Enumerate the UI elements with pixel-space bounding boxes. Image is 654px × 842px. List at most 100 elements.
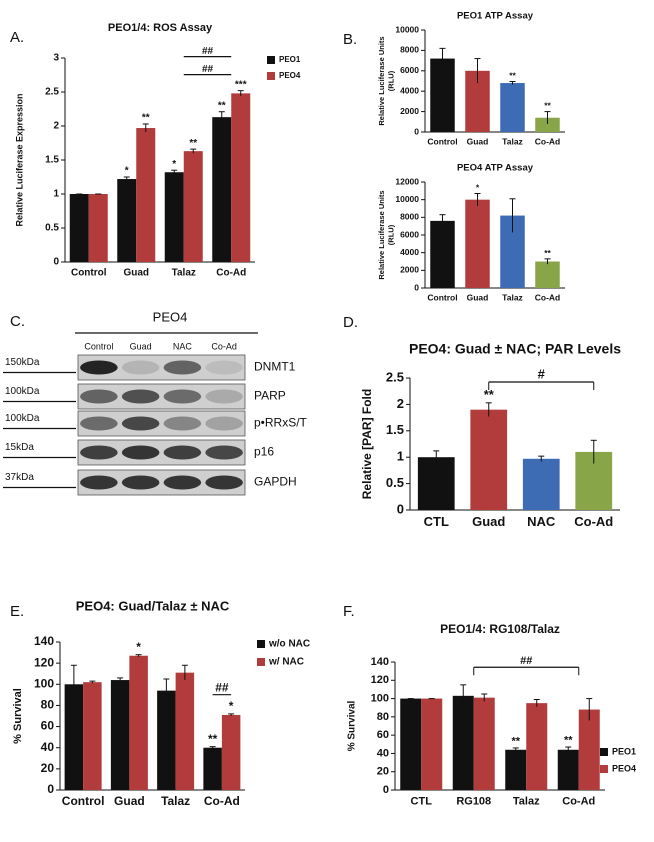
lane-label: NAC [173, 341, 193, 351]
blot-band [121, 416, 160, 431]
y-tick-label: 0.5 [386, 475, 404, 490]
chart-title: PEO4: Guad/Talaz ± NAC [76, 598, 230, 613]
bar [526, 703, 548, 790]
lane-label: Co-Ad [211, 341, 237, 351]
blot-band [80, 416, 118, 431]
blot-band [205, 475, 243, 490]
x-tick-label: Co-Ad [535, 137, 561, 147]
x-tick-label: Control [62, 794, 105, 808]
blot-band [121, 389, 160, 404]
x-tick-label: Guad [467, 293, 489, 303]
x-tick-label: Talaz [161, 794, 190, 808]
bar [500, 83, 525, 132]
y-tick-label: 0 [397, 501, 404, 516]
x-tick-label: Control [427, 293, 457, 303]
bar [231, 93, 251, 262]
x-tick-label: Co-Ad [535, 293, 561, 303]
bar [88, 194, 108, 262]
y-tick-label: 0 [414, 126, 419, 136]
significance: ** [142, 113, 150, 124]
significance: *** [235, 79, 247, 90]
y-tick-label: 0.5 [45, 223, 59, 234]
bar [136, 128, 156, 262]
bar [83, 682, 102, 790]
bracket-label: ## [202, 46, 214, 57]
y-tick-label: 4000 [400, 85, 419, 95]
y-axis-label: (RLU) [386, 70, 395, 91]
y-tick-label: 2000 [400, 265, 419, 275]
legend-label: w/ NAC [268, 657, 304, 668]
x-tick-label: CTL [411, 795, 433, 807]
bar [557, 749, 579, 790]
x-tick-label: NAC [527, 514, 556, 529]
x-tick-label: RG108 [456, 795, 491, 807]
bar [212, 117, 232, 262]
x-tick-label: Co-Ad [204, 794, 240, 808]
y-tick-label: 2 [397, 396, 404, 411]
y-axis-label: % Survival [12, 688, 24, 744]
chart-title: PEO1/4: ROS Assay [108, 22, 213, 34]
bar [430, 58, 455, 133]
bar [470, 409, 508, 510]
blot-header: PEO4 [153, 309, 188, 324]
blot-band [163, 416, 202, 431]
significance: * [136, 640, 141, 654]
panel-label: F. [343, 603, 355, 620]
panel-label: D. [343, 314, 358, 331]
legend-label: PEO4 [279, 71, 301, 80]
x-tick-label: CTL [424, 514, 449, 529]
x-tick-label: Control [71, 268, 107, 279]
blot-band [205, 360, 243, 375]
bar [452, 695, 474, 790]
y-tick-label: 6000 [400, 65, 419, 75]
blot-band [163, 445, 202, 460]
y-tick-label: 2.5 [386, 369, 404, 384]
y-axis-label: % Survival [347, 700, 358, 751]
y-tick-label: 60 [377, 729, 389, 741]
y-axis-label: Relative Luciferase Expression [14, 93, 24, 226]
legend-swatch [267, 56, 275, 64]
bracket-label: # [538, 366, 546, 381]
legend-swatch [267, 72, 275, 80]
blot-band [205, 445, 243, 460]
significance: ** [511, 735, 520, 747]
legend-label: PEO1 [279, 55, 301, 64]
blot-band [121, 445, 160, 460]
x-tick-label: Co-Ad [562, 795, 595, 807]
significance: * [172, 159, 176, 170]
y-axis-label: (RLU) [386, 224, 395, 245]
y-tick-label: 100 [34, 676, 54, 690]
significance: ** [564, 734, 573, 746]
y-tick-label: 120 [371, 674, 389, 686]
blot-band [121, 360, 160, 375]
y-tick-label: 140 [34, 634, 54, 648]
blot-band [121, 475, 160, 490]
y-tick-label: 60 [41, 719, 55, 733]
x-tick-label: Guad [472, 514, 505, 529]
row-label: p16 [254, 445, 274, 459]
chart-title: PEO4 ATP Assay [457, 163, 534, 174]
significance: * [125, 166, 129, 177]
bar [117, 179, 137, 262]
significance: * [229, 699, 234, 713]
row-label: PARP [254, 389, 286, 403]
chart-title: PEO1/4: RG108/Talaz [440, 622, 560, 636]
bar [522, 458, 560, 510]
panel-label: E. [10, 603, 24, 620]
bar [203, 747, 222, 790]
blot-band [80, 389, 118, 404]
bar [129, 655, 148, 790]
y-tick-label: 1.5 [386, 422, 404, 437]
row-label: p•RRxS/T [254, 416, 308, 430]
legend-swatch [257, 658, 265, 666]
y-tick-label: 10000 [395, 194, 419, 204]
x-tick-label: Talaz [502, 137, 523, 147]
bar [417, 457, 455, 510]
bar [110, 680, 130, 790]
y-tick-label: 8000 [400, 45, 419, 55]
blot-band [163, 360, 202, 375]
y-tick-label: 1.5 [45, 155, 59, 166]
y-tick-label: 0 [47, 782, 54, 796]
lane-label: Control [84, 341, 113, 351]
blot-band [205, 389, 243, 404]
